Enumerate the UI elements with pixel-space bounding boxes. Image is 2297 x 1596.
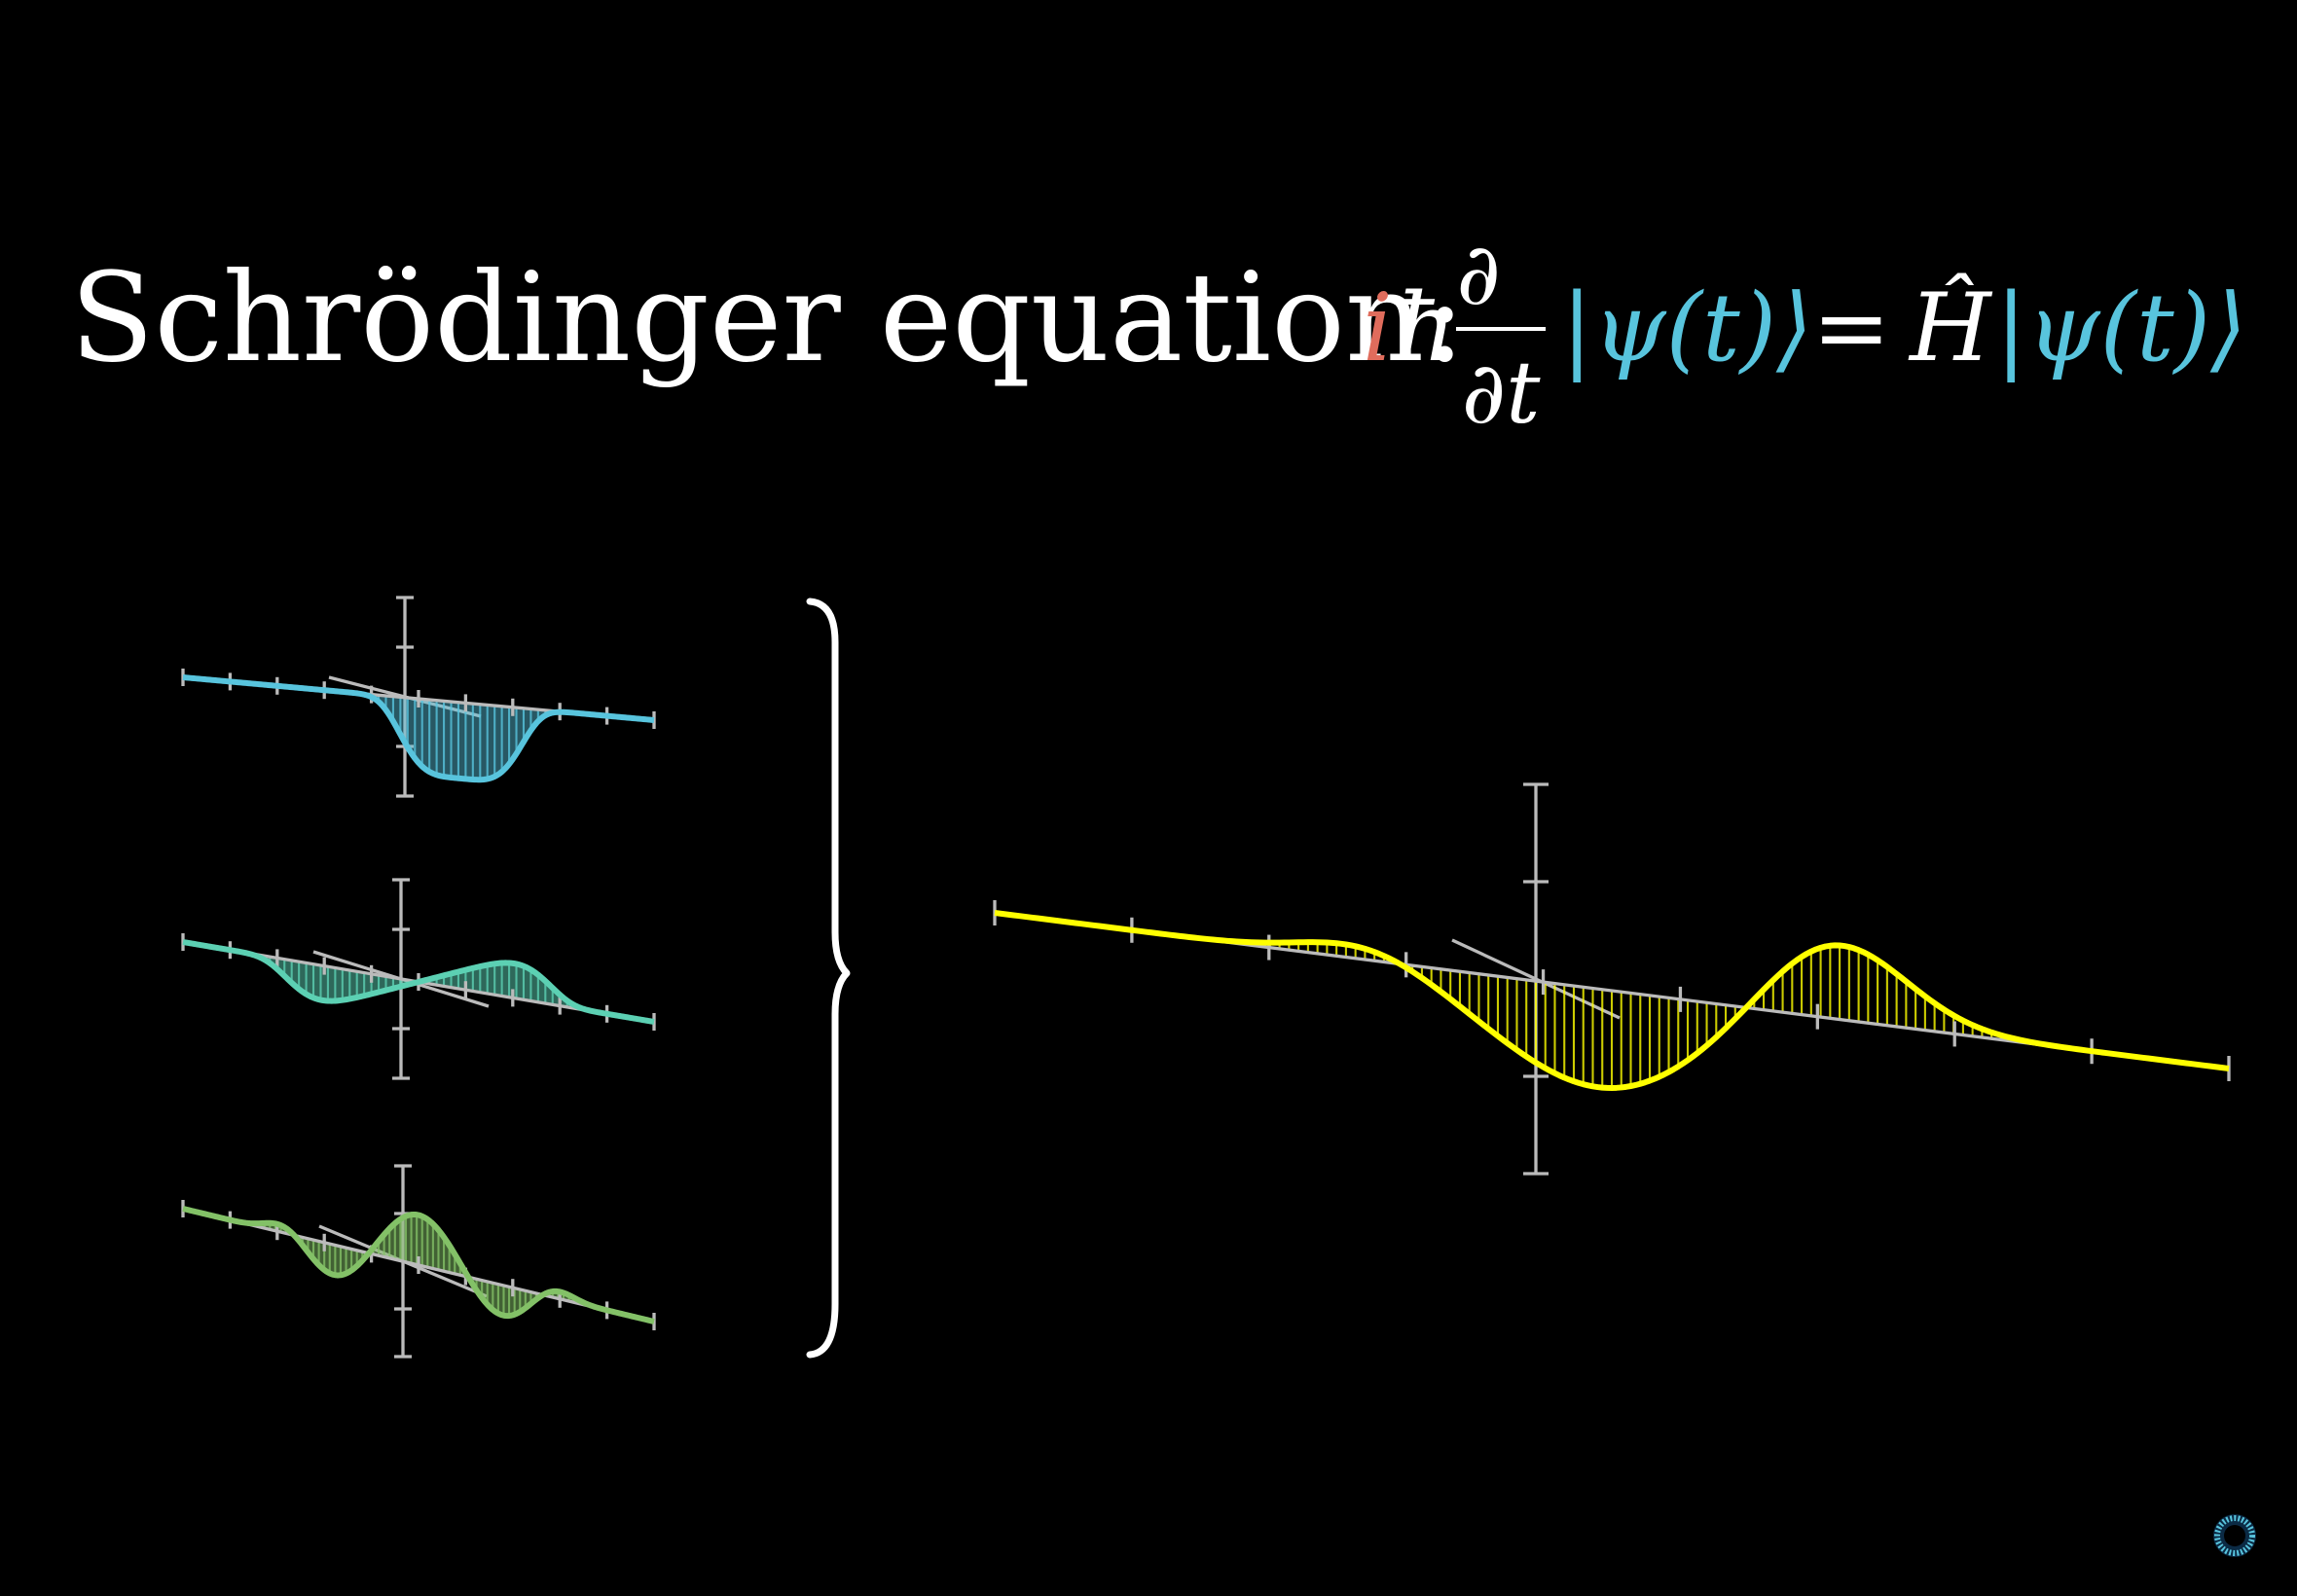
eq-ket-right: |ψ(t)⟩ — [1995, 273, 2247, 382]
wave-curve — [994, 910, 2230, 1091]
eq-partial-denominator: ∂t — [1462, 343, 1542, 443]
eq-equals: = — [1812, 273, 1890, 382]
eq-hbar: ħ — [1396, 273, 1456, 382]
eq-hamiltonian: Ĥ — [1908, 273, 1993, 382]
title: Schrödinger equation: — [70, 246, 1466, 389]
3b1b-logo-icon — [2213, 1514, 2256, 1557]
eq-imaginary-unit: i — [1363, 273, 1393, 382]
wave-fill — [183, 677, 654, 780]
wave-curve — [181, 939, 656, 1025]
component-wave-1 — [181, 596, 656, 798]
right-curly-brace-icon — [806, 598, 851, 1359]
superposition-wave — [993, 782, 2231, 1176]
schrodinger-equation: i ħ ∂ ∂t |ψ(t)⟩ = Ĥ |ψ(t)⟩ — [1363, 224, 2247, 443]
wave-curve — [181, 674, 656, 783]
eq-ket-left: |ψ(t)⟩ — [1561, 273, 1813, 382]
component-wave-3 — [181, 1164, 656, 1359]
component-wave-2 — [181, 878, 656, 1080]
wave-curve — [181, 1206, 656, 1324]
eq-partial-numerator: ∂ — [1456, 224, 1501, 324]
